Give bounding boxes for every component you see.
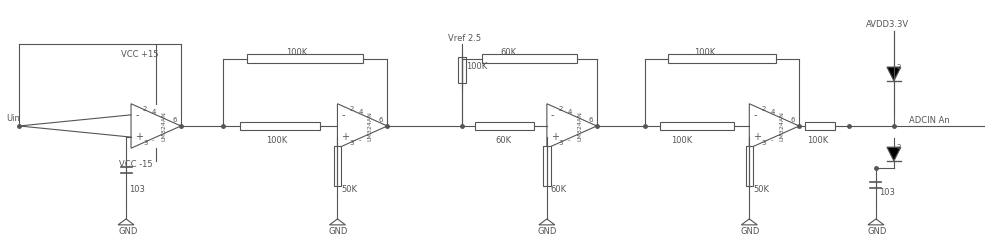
Bar bbox=[247, 54, 363, 63]
Bar bbox=[482, 54, 577, 63]
Text: 100K: 100K bbox=[694, 48, 716, 57]
Polygon shape bbox=[118, 219, 134, 225]
Text: -: - bbox=[551, 110, 554, 120]
Text: 50K: 50K bbox=[753, 185, 769, 194]
Text: 4: 4 bbox=[568, 109, 572, 115]
Text: -: - bbox=[135, 110, 139, 120]
Text: 4: 4 bbox=[358, 109, 363, 115]
Text: 2: 2 bbox=[897, 64, 901, 70]
Text: 100K: 100K bbox=[807, 136, 828, 145]
Polygon shape bbox=[887, 67, 901, 81]
Polygon shape bbox=[749, 104, 799, 148]
Text: GND: GND bbox=[118, 227, 137, 236]
Text: 103: 103 bbox=[879, 188, 895, 197]
Polygon shape bbox=[337, 104, 387, 148]
Text: -: - bbox=[341, 110, 345, 120]
Text: GND: GND bbox=[868, 227, 887, 236]
Polygon shape bbox=[868, 219, 884, 225]
Bar bbox=[746, 146, 753, 186]
Bar bbox=[475, 122, 534, 130]
Text: 2: 2 bbox=[761, 106, 766, 112]
Text: 6: 6 bbox=[379, 117, 383, 123]
Text: 2: 2 bbox=[143, 106, 147, 112]
Text: 6: 6 bbox=[791, 117, 795, 123]
Text: 3: 3 bbox=[761, 140, 766, 146]
Polygon shape bbox=[539, 219, 555, 225]
Text: 4: 4 bbox=[770, 109, 775, 115]
Text: 100K: 100K bbox=[286, 48, 307, 57]
Text: Vref 2.5: Vref 2.5 bbox=[448, 34, 481, 43]
Text: +: + bbox=[135, 132, 143, 142]
Text: 60K: 60K bbox=[500, 48, 516, 57]
Text: 3: 3 bbox=[559, 140, 563, 146]
Polygon shape bbox=[547, 104, 597, 148]
Text: LM324AN: LM324AN bbox=[780, 111, 785, 141]
Polygon shape bbox=[887, 147, 901, 161]
Text: GND: GND bbox=[740, 227, 760, 236]
Bar bbox=[334, 146, 341, 186]
Text: 100K: 100K bbox=[466, 62, 487, 71]
Text: 3: 3 bbox=[143, 140, 147, 146]
Text: 6: 6 bbox=[172, 117, 177, 123]
Text: -: - bbox=[568, 137, 570, 143]
Text: 60K: 60K bbox=[495, 136, 511, 145]
Text: 2: 2 bbox=[559, 106, 563, 112]
Text: +: + bbox=[551, 132, 559, 142]
Text: -: - bbox=[753, 110, 757, 120]
Text: -: - bbox=[152, 137, 154, 143]
Polygon shape bbox=[741, 219, 757, 225]
Bar bbox=[660, 122, 734, 130]
Text: 100K: 100K bbox=[672, 136, 693, 145]
Text: LM324AN: LM324AN bbox=[577, 111, 582, 141]
Bar bbox=[543, 146, 551, 186]
Text: 60K: 60K bbox=[551, 185, 567, 194]
Text: 4: 4 bbox=[152, 109, 156, 115]
Bar bbox=[668, 54, 776, 63]
Text: LM324AN: LM324AN bbox=[368, 111, 373, 141]
Text: 103: 103 bbox=[129, 185, 145, 194]
Text: AVDD3.3V: AVDD3.3V bbox=[866, 20, 909, 29]
Text: GND: GND bbox=[328, 227, 348, 236]
Text: VCC +15: VCC +15 bbox=[121, 50, 159, 59]
Polygon shape bbox=[131, 104, 181, 148]
Bar bbox=[458, 57, 466, 83]
Text: LM324AN: LM324AN bbox=[161, 111, 166, 141]
Text: -: - bbox=[770, 137, 773, 143]
Bar bbox=[240, 122, 320, 130]
Text: GND: GND bbox=[538, 227, 557, 236]
Text: 6: 6 bbox=[588, 117, 593, 123]
Text: VCC -15: VCC -15 bbox=[119, 160, 153, 169]
Text: +: + bbox=[341, 132, 349, 142]
Text: +: + bbox=[753, 132, 761, 142]
Text: 100K: 100K bbox=[266, 136, 287, 145]
Text: 2: 2 bbox=[897, 144, 901, 150]
Text: 2: 2 bbox=[349, 106, 354, 112]
Bar bbox=[805, 122, 835, 130]
Text: ADCIN An: ADCIN An bbox=[909, 116, 950, 125]
Text: 50K: 50K bbox=[341, 185, 357, 194]
Text: 3: 3 bbox=[349, 140, 354, 146]
Polygon shape bbox=[329, 219, 345, 225]
Text: Uin: Uin bbox=[6, 114, 20, 123]
Text: -: - bbox=[358, 137, 361, 143]
